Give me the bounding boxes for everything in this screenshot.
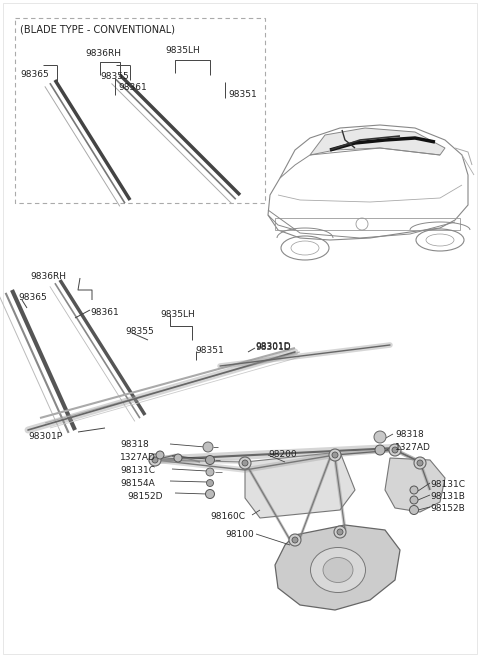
Circle shape: [292, 537, 298, 543]
Text: 98200: 98200: [268, 450, 297, 459]
Circle shape: [149, 454, 161, 466]
Text: 98131C: 98131C: [430, 480, 465, 489]
Circle shape: [332, 452, 338, 458]
Text: 98365: 98365: [20, 70, 49, 79]
Circle shape: [174, 454, 182, 462]
Text: (BLADE TYPE - CONVENTIONAL): (BLADE TYPE - CONVENTIONAL): [20, 25, 175, 35]
Circle shape: [417, 460, 423, 466]
Circle shape: [374, 431, 386, 443]
Circle shape: [410, 486, 418, 494]
Text: 98154A: 98154A: [120, 479, 155, 488]
Circle shape: [205, 489, 215, 499]
Text: 98318: 98318: [120, 440, 149, 449]
Text: 98131C: 98131C: [120, 466, 155, 475]
Text: 98301D: 98301D: [255, 343, 290, 352]
Text: 9835LH: 9835LH: [160, 310, 195, 319]
Circle shape: [156, 451, 164, 459]
Circle shape: [205, 455, 215, 464]
Circle shape: [329, 449, 341, 461]
Text: 98131B: 98131B: [430, 492, 465, 501]
Circle shape: [389, 444, 401, 456]
Circle shape: [409, 505, 419, 514]
Text: 9836RH: 9836RH: [85, 49, 121, 58]
Circle shape: [203, 442, 213, 452]
Text: 9835LH: 9835LH: [165, 46, 200, 55]
Ellipse shape: [311, 547, 365, 593]
Text: 98355: 98355: [100, 72, 129, 81]
Text: 98361: 98361: [90, 308, 119, 317]
Polygon shape: [310, 128, 445, 155]
Circle shape: [289, 534, 301, 546]
Polygon shape: [385, 458, 445, 512]
Circle shape: [334, 526, 346, 538]
Text: 1327AD: 1327AD: [395, 443, 431, 452]
Circle shape: [414, 457, 426, 469]
Text: 98301P: 98301P: [28, 432, 62, 441]
Text: 98100: 98100: [225, 530, 254, 539]
Circle shape: [242, 460, 248, 466]
Circle shape: [410, 496, 418, 504]
Text: 1327AD: 1327AD: [120, 453, 156, 462]
Ellipse shape: [323, 558, 353, 583]
Text: 98351: 98351: [195, 346, 224, 355]
Circle shape: [152, 457, 158, 463]
Text: 98152B: 98152B: [430, 504, 465, 513]
Circle shape: [337, 529, 343, 535]
Text: 98160C: 98160C: [210, 512, 245, 521]
Text: 98152D: 98152D: [127, 492, 163, 501]
Circle shape: [375, 445, 385, 455]
Circle shape: [239, 457, 251, 469]
Circle shape: [206, 480, 214, 486]
Bar: [15, 18, 265, 203]
Text: 98318: 98318: [395, 430, 424, 439]
Text: 98355: 98355: [125, 327, 154, 336]
Text: 98365: 98365: [18, 293, 47, 302]
Bar: [275, 218, 460, 230]
Polygon shape: [245, 452, 355, 518]
Text: 98351: 98351: [228, 90, 257, 99]
Text: 98301D: 98301D: [255, 342, 290, 351]
Circle shape: [206, 468, 214, 476]
Text: 98361: 98361: [118, 83, 147, 92]
Circle shape: [392, 447, 398, 453]
Text: 9836RH: 9836RH: [30, 272, 66, 281]
Polygon shape: [275, 525, 400, 610]
